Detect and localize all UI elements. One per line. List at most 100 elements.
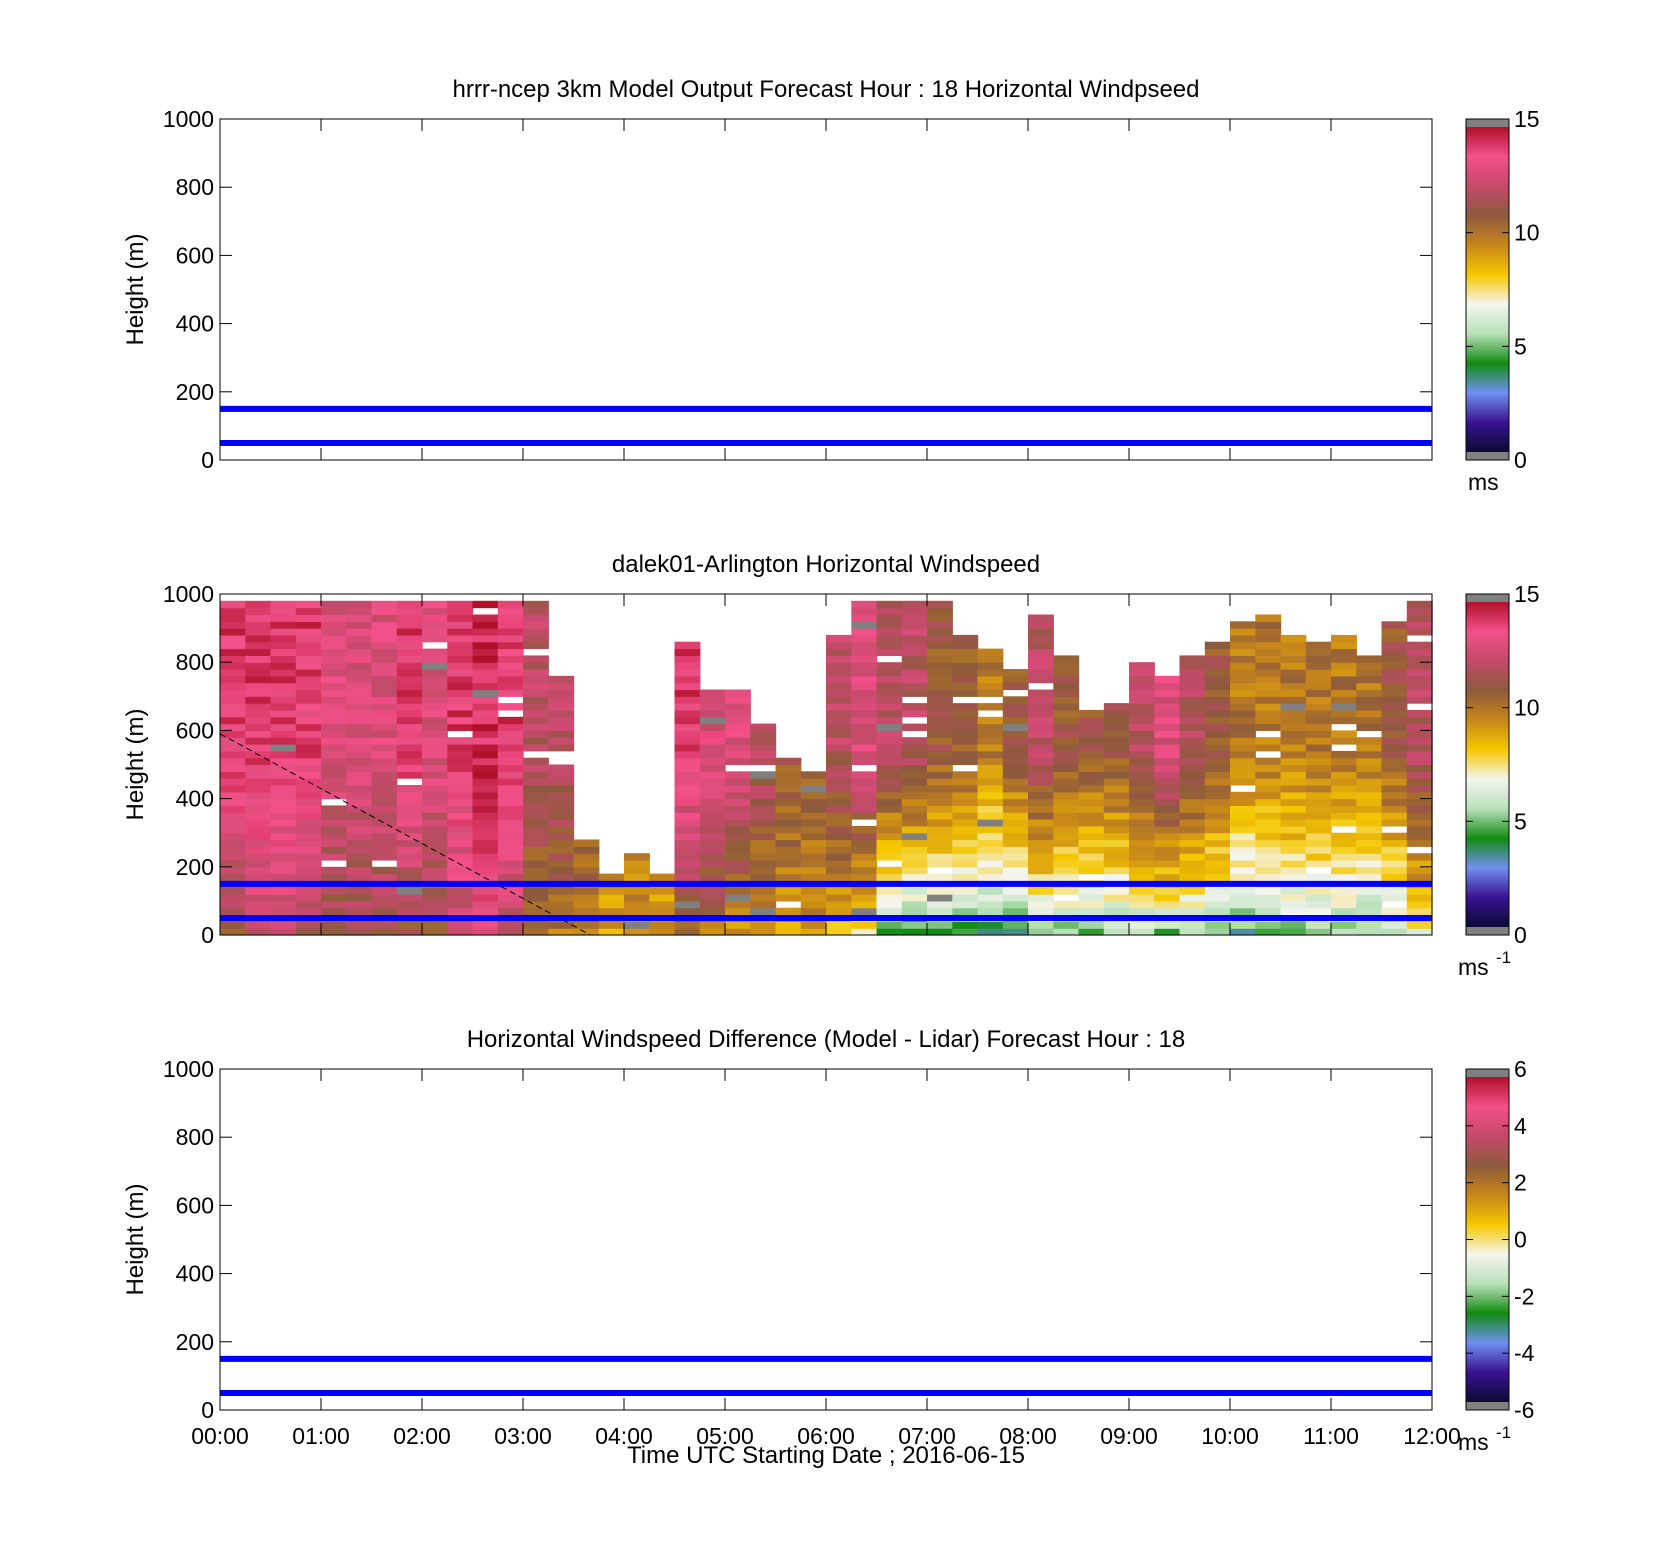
heatmap-cell (346, 689, 373, 697)
heatmap-cell (1356, 839, 1383, 847)
heatmap-cell (1028, 730, 1054, 738)
heatmap-cell (472, 703, 499, 711)
heatmap-cell (245, 628, 272, 636)
heatmap-cell (447, 907, 474, 916)
heatmap-cell (1356, 832, 1383, 841)
heatmap-cell (321, 887, 347, 895)
heatmap-cell (1255, 873, 1282, 881)
heatmap-cell (1406, 887, 1433, 895)
heatmap-cell (497, 716, 524, 725)
heatmap-cell (245, 641, 272, 650)
heatmap-cell (775, 928, 802, 936)
heatmap-cell (295, 798, 322, 806)
heatmap-cell (422, 696, 448, 704)
heatmap-cell (674, 853, 701, 861)
heatmap-cell (1103, 887, 1130, 895)
heatmap-cell (699, 900, 726, 909)
ytick-label: 0 (201, 447, 214, 473)
heatmap-cell (1103, 716, 1130, 725)
heatmap-cell (1154, 846, 1181, 854)
heatmap-cell (725, 744, 751, 752)
heatmap-cell (220, 669, 246, 677)
heatmap-cell (1305, 723, 1332, 731)
ytick-label: 200 (176, 1329, 214, 1355)
heatmap-cell (1331, 757, 1357, 766)
heatmap-cell (1154, 853, 1181, 861)
heatmap-cell (901, 600, 928, 609)
heatmap-cell (472, 873, 499, 881)
heatmap-cell (1078, 887, 1105, 895)
heatmap-cell (699, 866, 726, 875)
heatmap-cell (497, 894, 524, 902)
heatmap-cell (422, 648, 448, 656)
heatmap-cell (472, 648, 499, 656)
heatmap-cell (649, 921, 676, 929)
heatmap-cell (826, 669, 852, 677)
heatmap-cell (699, 846, 726, 854)
heatmap-cell (1204, 860, 1231, 868)
heatmap-column (851, 600, 878, 936)
xtick-label: 12:00 (1403, 1423, 1461, 1449)
heatmap-column (573, 839, 600, 936)
heatmap-cell (1305, 825, 1332, 834)
heatmap-cell (598, 928, 625, 936)
heatmap-cell (472, 716, 499, 725)
heatmap-cell (1103, 839, 1130, 847)
heatmap-cell (396, 928, 423, 936)
heatmap-cell (977, 873, 1004, 881)
heatmap-cell (851, 805, 878, 813)
heatmap-cell (1179, 655, 1206, 663)
heatmap-cell (1129, 771, 1155, 779)
heatmap-cell (1053, 764, 1080, 772)
heatmap-cell (826, 846, 852, 854)
heatmap-cell (346, 921, 373, 929)
heatmap-cell (1331, 771, 1357, 779)
heatmap-cell (1406, 696, 1433, 704)
heatmap-cell (1154, 832, 1181, 841)
colorbar-gradient (1466, 1077, 1509, 1402)
heatmap-cell (1356, 723, 1383, 731)
heatmap-cell (876, 737, 903, 745)
heatmap-cell (422, 866, 448, 875)
heatmap-cell (674, 655, 701, 663)
heatmap-cell (1305, 805, 1332, 813)
heatmap-cell (1103, 928, 1130, 936)
heatmap-cell (1028, 812, 1054, 820)
heatmap-cell (699, 921, 726, 929)
heatmap-cell (1406, 655, 1433, 663)
heatmap-cell (295, 750, 322, 759)
heatmap-cell (447, 805, 474, 813)
heatmap-cell (1103, 778, 1130, 786)
heatmap-cell (851, 655, 878, 663)
heatmap-column (977, 648, 1004, 936)
heatmap-cell (1129, 737, 1155, 745)
heatmap-cell (826, 764, 852, 772)
heatmap-cell (245, 805, 272, 813)
heatmap-cell (1255, 709, 1282, 718)
heatmap-cell (497, 737, 524, 745)
heatmap-cell (523, 723, 549, 731)
heatmap-cell (674, 709, 701, 718)
heatmap-cell (674, 703, 701, 711)
heatmap-cell (927, 709, 953, 718)
heatmap-cell (270, 778, 297, 786)
heatmap-cell (1406, 600, 1433, 609)
heatmap-cell (1331, 832, 1357, 841)
heatmap-cell (447, 600, 474, 609)
heatmap-cell (1204, 928, 1231, 936)
heatmap-cell (1204, 703, 1231, 711)
heatmap-cell (472, 921, 499, 929)
heatmap-cell (800, 900, 827, 909)
heatmap-cell (472, 907, 499, 916)
heatmap-cell (1129, 716, 1155, 725)
heatmap-cell (826, 832, 852, 841)
heatmap-cell (497, 730, 524, 738)
heatmap-cell (699, 791, 726, 800)
heatmap-cell (396, 655, 423, 663)
heatmap-cell (472, 771, 499, 779)
heatmap-cell (977, 703, 1004, 711)
colorbar-tick-label: 10 (1514, 695, 1540, 721)
heatmap-cell (295, 907, 322, 916)
heatmap-cell (1406, 812, 1433, 820)
heatmap-cell (523, 791, 549, 800)
